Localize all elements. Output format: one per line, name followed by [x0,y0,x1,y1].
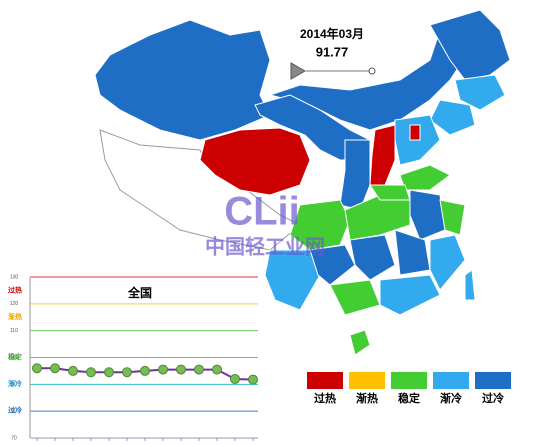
play-button[interactable] [290,62,307,80]
legend-label: 过冷 [482,391,504,405]
legend-swatch [475,372,511,389]
region [379,274,441,316]
watermark-text: 中国轻工业网 [205,234,325,258]
legend-swatch [307,372,343,389]
y-tick-label: 120 [10,301,19,307]
data-point [158,364,168,375]
region [439,199,466,236]
region [429,234,466,291]
data-point [230,373,240,384]
region [464,269,476,301]
data-point [86,367,96,378]
legend-swatch [391,372,427,389]
region [429,99,476,136]
y-tick-label: 70 [11,435,17,441]
data-point [122,367,132,378]
region [289,199,351,251]
y-tick-label: 90 [11,382,17,388]
region [349,329,371,356]
legend: 过热 渐热 稳定 渐冷 过冷 [307,372,511,405]
y-tick-label: 80 [11,408,17,414]
chart-title: 全国 [127,285,152,300]
region [264,249,321,311]
legend-swatch [349,372,385,389]
legend-label: 渐冷 [440,391,462,405]
watermark-logo: CLii [224,190,300,234]
region [199,127,311,196]
legend-label: 渐热 [356,391,378,405]
data-point [248,374,258,385]
band-label: 过热 [8,285,22,294]
region [309,244,356,286]
band-label: 渐热 [8,312,22,321]
band-label: 稳定 [8,352,22,361]
region [454,74,506,111]
index-value: 91.77 [316,44,349,59]
legend-label: 稳定 [398,391,420,405]
y-tick-label: 110 [10,328,18,334]
data-point [140,365,150,376]
y-tick-label: 130 [10,274,19,280]
data-point [32,363,42,374]
chart-panel [0,270,262,442]
data-point [104,367,114,378]
region [399,164,451,191]
region [94,19,271,141]
date: 2014年03月 [300,26,364,41]
region [409,189,446,241]
map [94,9,511,356]
region [409,124,421,141]
region [369,124,396,186]
region [329,279,381,316]
legend-label: 过热 [314,391,336,405]
region [339,139,371,211]
data-point [50,363,60,374]
band-label: 渐冷 [8,379,22,388]
data-point [212,364,222,375]
band-label: 过冷 [8,406,22,415]
region [349,234,396,281]
region [429,9,511,81]
y-tick-label: 100 [10,355,19,361]
data-point [194,364,204,375]
legend-swatch [433,372,469,389]
slider-thumb[interactable] [368,67,376,75]
data-point [68,365,78,376]
data-point [176,364,186,375]
